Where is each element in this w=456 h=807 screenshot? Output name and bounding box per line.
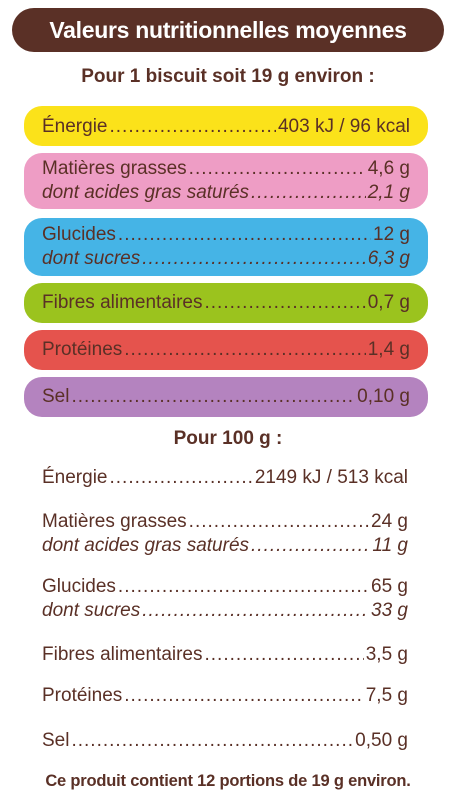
- row-sel-portion: Sel 0,10 g: [24, 377, 428, 417]
- row-label: Protéines: [42, 685, 123, 706]
- row-matieres-grasses-portion: Matières grasses 4,6 g dont acides gras …: [24, 153, 428, 209]
- footer-note: Ce produit contient 12 portions de 19 g …: [45, 772, 411, 790]
- portion-heading: Pour 1 biscuit soit 19 g environ :: [81, 66, 375, 87]
- row-matieres-grasses-100g: Matières grasses 24 g: [42, 510, 408, 534]
- page-title: Valeurs nutritionnelles moyennes: [12, 8, 444, 52]
- dot-leader: [189, 157, 366, 181]
- row-value: 65 g: [371, 576, 408, 597]
- row-label: Fibres alimentaires: [42, 292, 203, 313]
- row-energie-portion: Énergie 403 kJ / 96 kcal: [24, 106, 428, 146]
- row-label: Énergie: [42, 467, 108, 488]
- row-proteines-portion: Protéines 1,4 g: [24, 330, 428, 370]
- row-label: Matières grasses: [42, 158, 187, 179]
- row-value: 12 g: [373, 224, 410, 245]
- dot-leader: [118, 223, 371, 247]
- row-proteines-100g: Protéines 7,5 g: [42, 684, 408, 708]
- row-sub-value: 11 g: [372, 535, 408, 556]
- row-sel-100g: Sel 0,50 g: [42, 729, 408, 753]
- dot-leader: [124, 338, 365, 362]
- dot-leader: [110, 466, 253, 490]
- row-label: Protéines: [42, 339, 123, 360]
- row-label: Glucides: [42, 224, 116, 245]
- dot-leader: [71, 385, 355, 409]
- row-glucides-100g: Glucides 65 g: [42, 575, 408, 599]
- dot-leader: [251, 534, 370, 558]
- dot-leader: [251, 181, 366, 205]
- row-label: Énergie: [42, 116, 108, 137]
- dot-leader: [142, 247, 366, 271]
- row-sub-value: 33 g: [371, 600, 408, 621]
- row-sub-value: 2,1 g: [367, 182, 410, 203]
- row-sub-label: dont sucres: [42, 600, 141, 621]
- row-value: 0,7 g: [367, 292, 410, 313]
- row-value: 0,10 g: [357, 386, 410, 407]
- row-value: 3,5 g: [365, 644, 408, 665]
- row-label: Matières grasses: [42, 511, 187, 532]
- row-value: 2149 kJ / 513 kcal: [254, 467, 408, 488]
- per-100g-heading: Pour 100 g :: [173, 428, 283, 449]
- row-glucides-portion: Glucides 12 g dont sucres 6,3 g: [24, 218, 428, 276]
- row-sub-label: dont sucres: [42, 248, 141, 269]
- row-value: 7,5 g: [365, 685, 408, 706]
- row-sub-value: 6,3 g: [367, 248, 410, 269]
- row-ags-100g: dont acides gras saturés 11 g: [42, 534, 408, 558]
- dot-leader: [124, 684, 363, 708]
- row-fibres-portion: Fibres alimentaires 0,7 g: [24, 283, 428, 323]
- dot-leader: [118, 575, 369, 599]
- dot-leader: [110, 115, 276, 139]
- row-value: 24 g: [371, 511, 408, 532]
- row-energie-100g: Énergie 2149 kJ / 513 kcal: [42, 466, 408, 490]
- row-label: Sel: [42, 386, 70, 407]
- row-sucres-100g: dont sucres 33 g: [42, 599, 408, 623]
- row-label: Sel: [42, 730, 70, 751]
- dot-leader: [142, 599, 369, 623]
- row-value: 0,50 g: [355, 730, 408, 751]
- row-label: Glucides: [42, 576, 116, 597]
- row-value: 403 kJ / 96 kcal: [277, 116, 410, 137]
- dot-leader: [205, 643, 364, 667]
- row-value: 1,4 g: [367, 339, 410, 360]
- row-value: 4,6 g: [367, 158, 410, 179]
- dot-leader: [71, 729, 353, 753]
- row-sub-label: dont acides gras saturés: [42, 182, 250, 203]
- dot-leader: [205, 291, 366, 315]
- row-fibres-100g: Fibres alimentaires 3,5 g: [42, 643, 408, 667]
- row-sub-label: dont acides gras saturés: [42, 535, 250, 556]
- dot-leader: [189, 510, 369, 534]
- row-label: Fibres alimentaires: [42, 644, 203, 665]
